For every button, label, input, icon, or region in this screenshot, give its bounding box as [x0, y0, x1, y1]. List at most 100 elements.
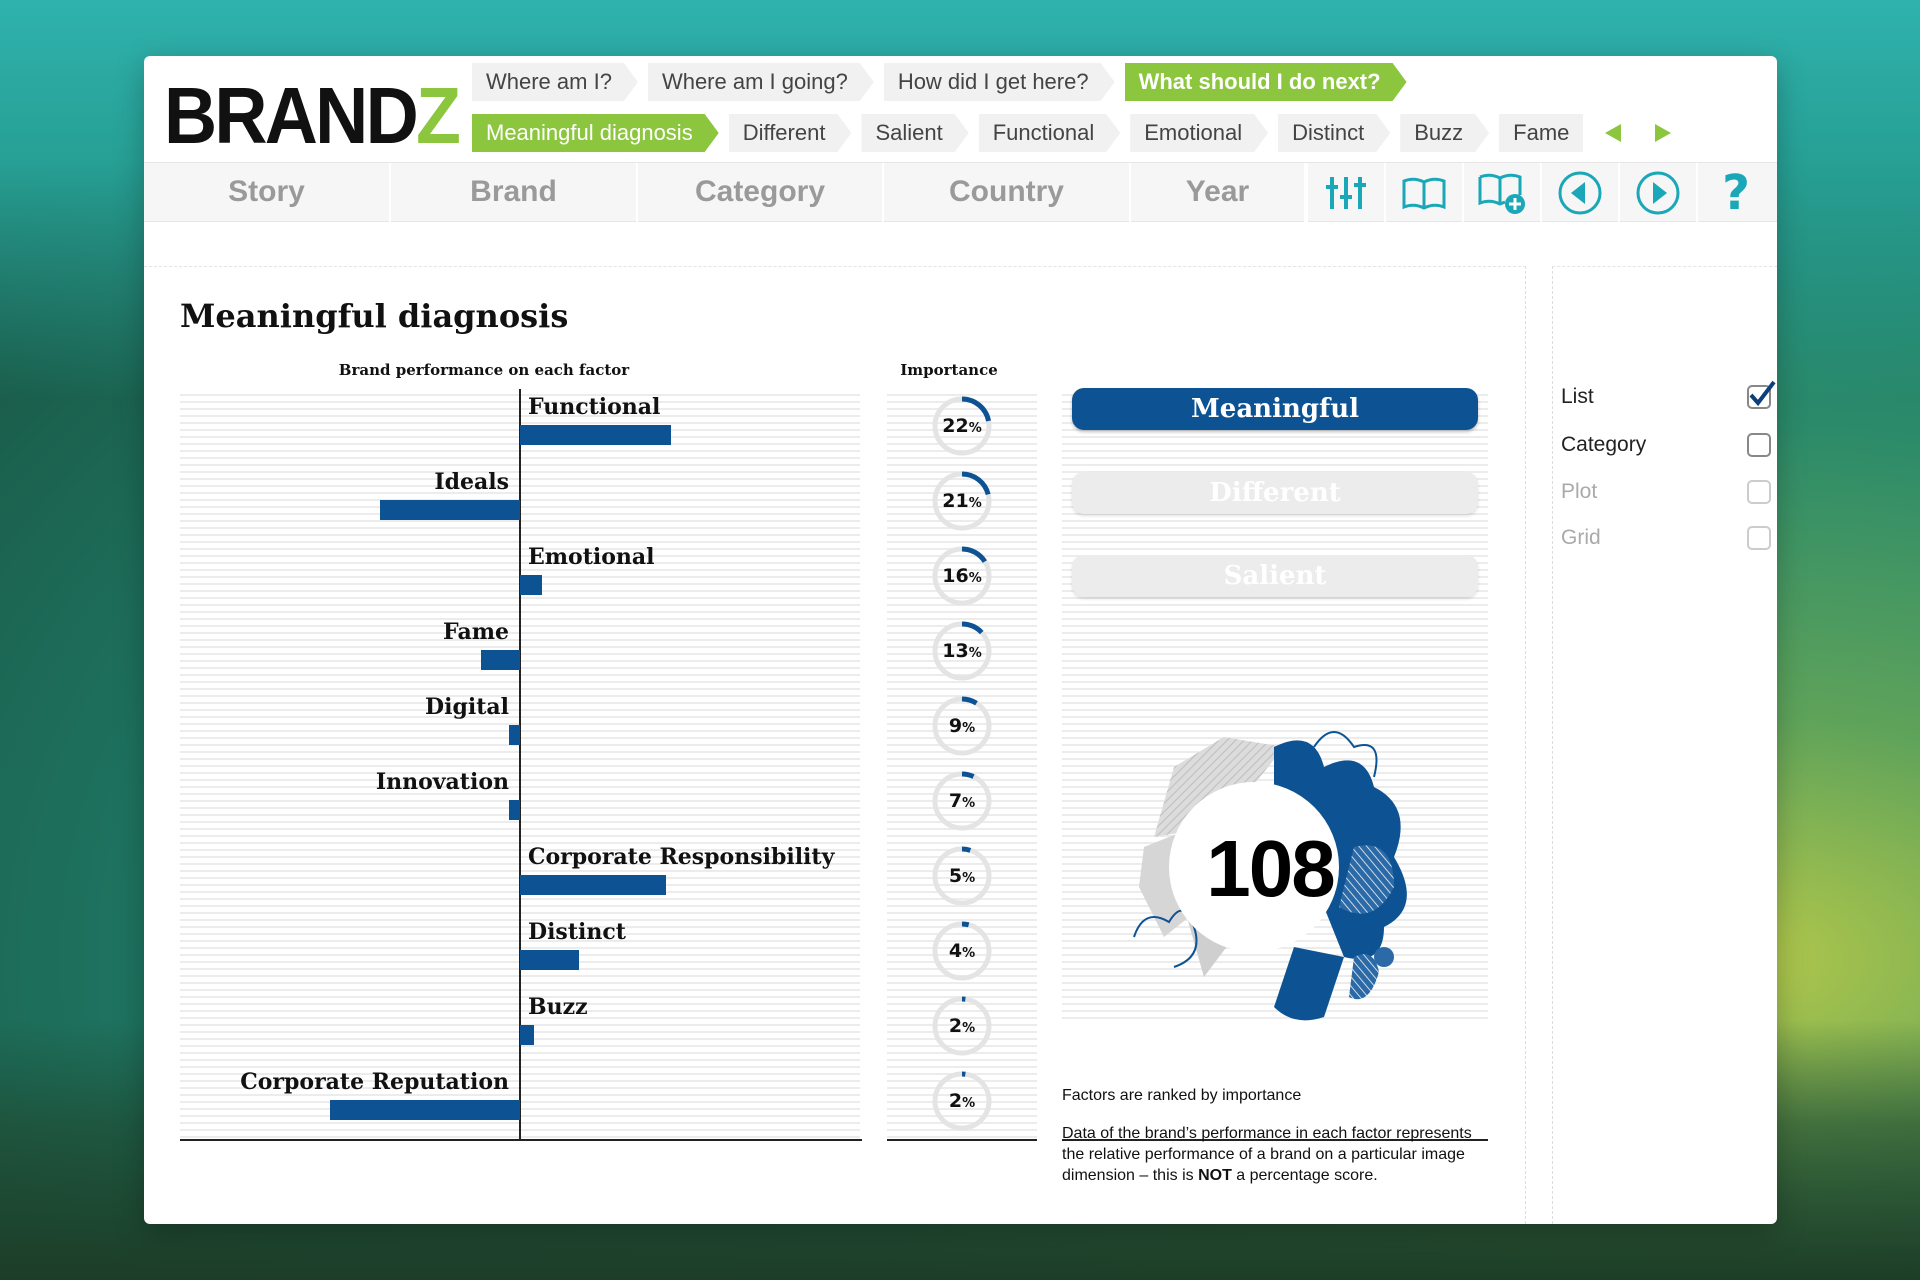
importance-number: 5	[948, 865, 963, 887]
score-splash-graphic	[1133, 731, 1407, 1021]
selector-tabs: Story Brand Category Country Year	[144, 162, 1777, 223]
note-line-3: dimension – this is NOT a percentage sco…	[1062, 1165, 1472, 1186]
performance-bar-buzz	[520, 1025, 534, 1045]
performance-bar-emotional	[520, 575, 543, 595]
importance-arc-innovation	[932, 771, 992, 831]
importance-percent-sign: %	[968, 421, 982, 436]
score-value: 108	[1206, 824, 1335, 913]
option-grid[interactable]: Grid	[1561, 520, 1771, 556]
importance-ring-distinct: 4%	[931, 920, 993, 982]
help-question-icon[interactable]: ?	[1696, 163, 1774, 223]
tab-year[interactable]: Year	[1131, 163, 1306, 223]
performance-bar-digital	[508, 725, 520, 745]
option-grid-checkbox[interactable]	[1747, 526, 1771, 550]
importance-value-emotional: 16%	[931, 545, 993, 607]
performance-bar-fame	[480, 650, 520, 670]
brandz-logo: BRANDZ	[164, 66, 461, 166]
option-category-checkbox[interactable]	[1747, 433, 1771, 457]
main-panel: Meaningful diagnosis Brand performance o…	[144, 266, 1526, 1224]
performance-bar-ideals	[380, 500, 520, 520]
nav-how-did-i-get-here[interactable]: How did I get here?	[884, 63, 1115, 101]
checkmark-icon	[1749, 380, 1776, 407]
factor-label-fame: Fame	[443, 619, 509, 645]
view-options-panel: List Category Plot Grid	[1552, 266, 1777, 1224]
page-title: Meaningful diagnosis	[180, 297, 569, 335]
importance-ring-functional: 22%	[931, 395, 993, 457]
different-button[interactable]: Different	[1072, 472, 1478, 514]
subnav-buzz[interactable]: Buzz	[1400, 114, 1489, 152]
subnav-emotional[interactable]: Emotional	[1130, 114, 1268, 152]
importance-ring-buzz: 2%	[931, 995, 993, 1057]
meaningful-button[interactable]: Meaningful	[1072, 388, 1478, 430]
importance-baseline	[887, 1139, 1037, 1141]
subnav-next-arrow-icon[interactable]	[1643, 114, 1683, 152]
book-add-icon[interactable]	[1462, 163, 1540, 223]
note-line-3-post: a percentage score.	[1231, 1167, 1378, 1184]
performance-bar-corporate-responsibility	[520, 875, 666, 895]
importance-value-distinct: 4%	[931, 920, 993, 982]
book-icon[interactable]	[1384, 163, 1462, 223]
subnav-salient[interactable]: Salient	[861, 114, 968, 152]
importance-percent-sign: %	[968, 646, 982, 661]
importance-background	[887, 389, 1037, 1139]
importance-arc-corporate-reputation	[932, 1071, 992, 1131]
importance-percent-sign: %	[962, 1096, 976, 1111]
play-circle-icon[interactable]	[1618, 163, 1696, 223]
logo-accent: Z	[415, 71, 461, 160]
perf-heading: Brand performance on each factor	[338, 361, 630, 379]
importance-arc-emotional	[932, 546, 992, 606]
logo-main: BRAND	[164, 71, 419, 160]
subnav-different[interactable]: Different	[729, 114, 852, 152]
tab-category[interactable]: Category	[638, 163, 884, 223]
perf-baseline	[180, 1139, 862, 1141]
importance-value-corporate-reputation: 2%	[931, 1070, 993, 1132]
option-list-checkbox[interactable]	[1747, 380, 1776, 409]
importance-arc-distinct	[932, 921, 992, 981]
notes-baseline	[1062, 1139, 1488, 1141]
factor-label-corporate-responsibility: Corporate Responsibility	[528, 844, 835, 870]
importance-value-innovation: 7%	[931, 770, 993, 832]
importance-arc-ideals	[932, 471, 992, 531]
tab-story[interactable]: Story	[144, 163, 391, 223]
importance-percent-sign: %	[962, 871, 976, 886]
importance-number: 9	[948, 715, 963, 737]
subnav-functional[interactable]: Functional	[979, 114, 1121, 152]
nav-what-should-i-do-next[interactable]: What should I do next?	[1125, 63, 1407, 101]
importance-ring-ideals: 21%	[931, 470, 993, 532]
subnav-fame[interactable]: Fame	[1499, 114, 1584, 152]
option-plot-checkbox[interactable]	[1747, 480, 1771, 504]
option-plot[interactable]: Plot	[1561, 474, 1771, 510]
importance-value-fame: 13%	[931, 620, 993, 682]
filter-sliders-icon[interactable]	[1306, 163, 1384, 223]
tab-brand[interactable]: Brand	[391, 163, 638, 223]
subnav-meaningful-diagnosis[interactable]: Meaningful diagnosis	[472, 114, 719, 152]
importance-arc-digital	[932, 696, 992, 756]
ranked-note: Factors are ranked by importance	[1062, 1087, 1302, 1104]
importance-number: 16	[942, 565, 969, 587]
previous-circle-icon[interactable]	[1540, 163, 1618, 223]
nav-where-am-i-going[interactable]: Where am I going?	[648, 63, 874, 101]
performance-bar-functional	[520, 425, 672, 445]
note-line-1: Data of the brand’s performance in each …	[1062, 1125, 1472, 1142]
nav-where-am-i[interactable]: Where am I?	[472, 63, 638, 101]
salient-button[interactable]: Salient	[1072, 555, 1478, 597]
importance-ring-innovation: 7%	[931, 770, 993, 832]
option-plot-label: Plot	[1561, 480, 1598, 503]
importance-number: 13	[942, 640, 969, 662]
importance-number: 2	[948, 1090, 963, 1112]
subnav-distinct[interactable]: Distinct	[1278, 114, 1390, 152]
importance-number: 7	[948, 790, 963, 812]
subnav-prev-arrow-icon[interactable]	[1593, 114, 1633, 152]
option-list[interactable]: List	[1561, 379, 1776, 415]
importance-ring-emotional: 16%	[931, 545, 993, 607]
importance-percent-sign: %	[962, 946, 976, 961]
app-window: BRANDZ Where am I? Where am I going? How…	[144, 56, 1777, 1224]
performance-note: Data of the brand’s performance in each …	[1062, 1123, 1472, 1186]
tab-country[interactable]: Country	[884, 163, 1131, 223]
option-category[interactable]: Category	[1561, 427, 1771, 463]
importance-percent-sign: %	[968, 496, 982, 511]
factor-label-emotional: Emotional	[528, 544, 655, 570]
factor-label-ideals: Ideals	[434, 469, 509, 495]
option-grid-label: Grid	[1561, 526, 1601, 549]
importance-ring-fame: 13%	[931, 620, 993, 682]
